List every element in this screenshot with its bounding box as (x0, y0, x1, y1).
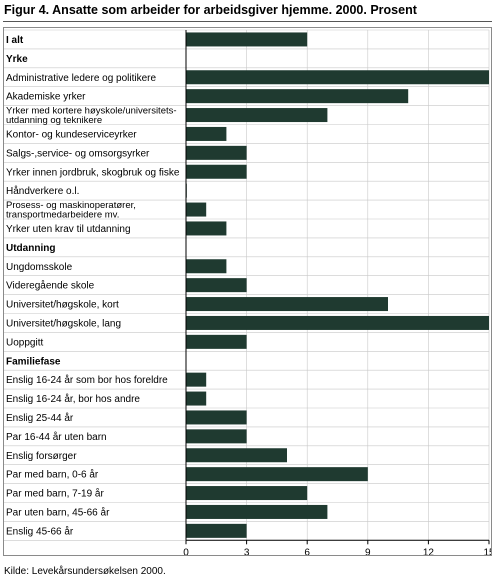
category-label: Universitet/høgskole, kort (6, 300, 119, 311)
section-heading: Yrke (6, 54, 28, 65)
bar (186, 164, 247, 179)
bar (186, 32, 308, 47)
x-tick-label: 3 (244, 547, 250, 555)
bar (186, 89, 409, 104)
category-label: Yrker innen jordbruk, skogbruk og fiske (6, 167, 180, 178)
bar (186, 429, 247, 444)
x-tick-label: 15 (483, 547, 491, 555)
category-label: Enslig 25-44 år (6, 412, 74, 424)
category-label: Enslig forsørger (6, 451, 77, 462)
category-label: Par 16-44 år uten barn (6, 431, 107, 443)
x-tick-label: 0 (183, 547, 189, 555)
chart-frame: I alt Yrke Administrative ledere og politi… (3, 27, 492, 556)
category-label: Par med barn, 0-6 år (6, 469, 99, 481)
bar (186, 297, 388, 312)
bar (186, 486, 308, 501)
x-tick-label: 6 (304, 547, 310, 555)
category-label: Videregående skole (6, 280, 95, 292)
figure-title: Figur 4. Ansatte som arbeider for arbeid… (4, 3, 417, 17)
section-heading: Utdanning (6, 243, 55, 254)
bar (186, 70, 489, 85)
bar (186, 467, 368, 482)
category-label: Kontor- og kundeserviceyrker (6, 129, 137, 140)
category-label: Salgs-,service- og omsorgsyrker (6, 148, 150, 159)
bar (186, 334, 247, 349)
bar (186, 372, 207, 387)
bar (186, 504, 328, 519)
bar (186, 145, 247, 160)
bar (186, 259, 227, 274)
category-label: Uoppgitt (6, 337, 43, 348)
bar (186, 278, 247, 293)
category-label: Enslig 16-24 år som bor hos foreldre (6, 374, 168, 386)
bar (186, 126, 227, 141)
section-heading: Familiefase (6, 356, 61, 367)
category-label: Enslig 45-66 år (6, 525, 74, 537)
category-label: Yrker uten krav til utdanning (6, 224, 131, 235)
category-label: Par uten barn, 45-66 år (6, 506, 110, 518)
x-tick-label: 12 (423, 547, 435, 555)
category-label: Enslig 16-24 år, bor hos andre (6, 393, 140, 405)
category-label: Håndverkere o.l. (6, 185, 79, 197)
bar (186, 391, 207, 406)
section-heading: I alt (6, 35, 24, 46)
category-label: Yrker med kortere høyskole/universitets-… (6, 106, 177, 127)
bar (186, 315, 489, 330)
bar-chart: I alt Yrke Administrative ledere og politi… (4, 29, 491, 555)
category-label: Ungdomsskole (6, 262, 73, 273)
bar (186, 202, 207, 217)
category-label: Par med barn, 7-19 år (6, 488, 104, 500)
bar (186, 523, 247, 538)
category-label: Administrative ledere og politikere (6, 73, 157, 84)
category-label: Universitet/høgskole, lang (6, 318, 121, 329)
x-tick-label: 9 (365, 547, 371, 555)
bar (186, 221, 227, 236)
category-label: Prosess- og maskinoperatører, transportme… (6, 200, 136, 221)
source-note: Kilde: Levekårsundersøkelsen 2000. (4, 566, 166, 577)
bar (186, 108, 328, 123)
title-divider (3, 21, 492, 22)
bar (186, 448, 287, 463)
category-label: Akademiske yrker (6, 92, 86, 103)
bar (186, 410, 247, 425)
